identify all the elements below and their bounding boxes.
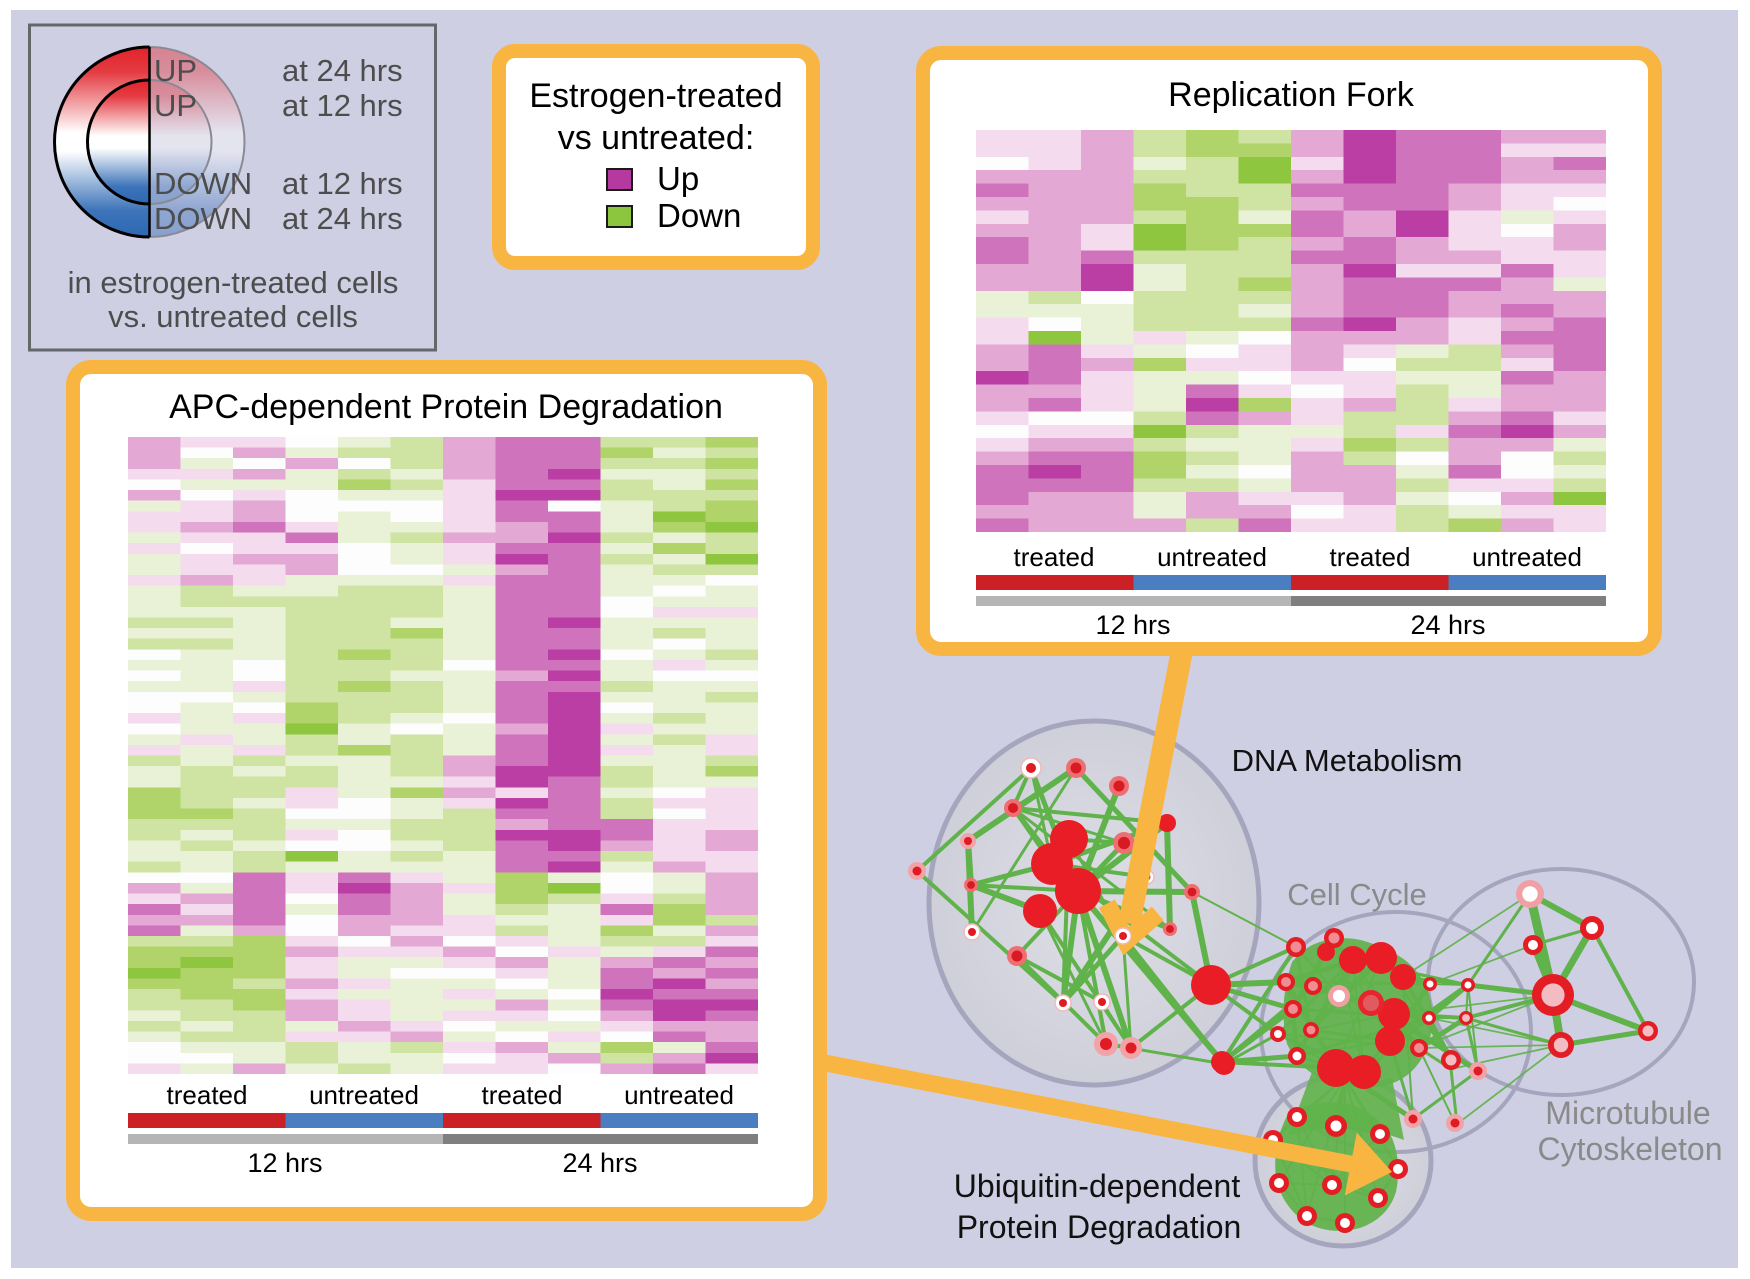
svg-text:12 hrs: 12 hrs — [247, 1148, 322, 1178]
svg-text:24 hrs: 24 hrs — [1410, 610, 1485, 640]
svg-text:untreated: untreated — [1157, 542, 1267, 572]
svg-text:at 24 hrs: at 24 hrs — [282, 201, 403, 236]
svg-text:treated: treated — [482, 1080, 563, 1110]
svg-text:Protein Degradation: Protein Degradation — [957, 1209, 1242, 1245]
svg-text:Up: Up — [657, 160, 699, 197]
svg-text:at 12 hrs: at 12 hrs — [282, 166, 403, 201]
svg-text:treated: treated — [1330, 542, 1411, 572]
svg-text:Microtubule: Microtubule — [1545, 1095, 1710, 1131]
svg-text:untreated: untreated — [309, 1080, 419, 1110]
svg-text:vs untreated:: vs untreated: — [558, 119, 755, 157]
svg-text:vs. untreated cells: vs. untreated cells — [108, 299, 358, 334]
svg-text:Down: Down — [657, 197, 741, 234]
svg-text:in estrogen-treated cells: in estrogen-treated cells — [68, 265, 399, 300]
svg-text:UP: UP — [154, 88, 197, 123]
svg-text:24 hrs: 24 hrs — [562, 1148, 637, 1178]
svg-text:at 12 hrs: at 12 hrs — [282, 88, 403, 123]
svg-text:DOWN: DOWN — [154, 166, 252, 201]
svg-text:untreated: untreated — [624, 1080, 734, 1110]
svg-text:Cell Cycle: Cell Cycle — [1287, 877, 1427, 912]
svg-text:at 24 hrs: at 24 hrs — [282, 53, 403, 88]
svg-text:DOWN: DOWN — [154, 201, 252, 236]
svg-text:Estrogen-treated: Estrogen-treated — [529, 77, 782, 115]
svg-text:Cytoskeleton: Cytoskeleton — [1538, 1131, 1723, 1167]
svg-text:UP: UP — [154, 53, 197, 88]
svg-text:APC-dependent Protein Degradat: APC-dependent Protein Degradation — [169, 388, 723, 426]
svg-text:treated: treated — [1014, 542, 1095, 572]
svg-text:12 hrs: 12 hrs — [1095, 610, 1170, 640]
svg-text:DNA Metabolism: DNA Metabolism — [1232, 743, 1463, 778]
svg-text:untreated: untreated — [1472, 542, 1582, 572]
svg-text:Replication Fork: Replication Fork — [1168, 76, 1415, 114]
svg-text:treated: treated — [167, 1080, 248, 1110]
svg-text:Ubiquitin-dependent: Ubiquitin-dependent — [954, 1168, 1241, 1204]
